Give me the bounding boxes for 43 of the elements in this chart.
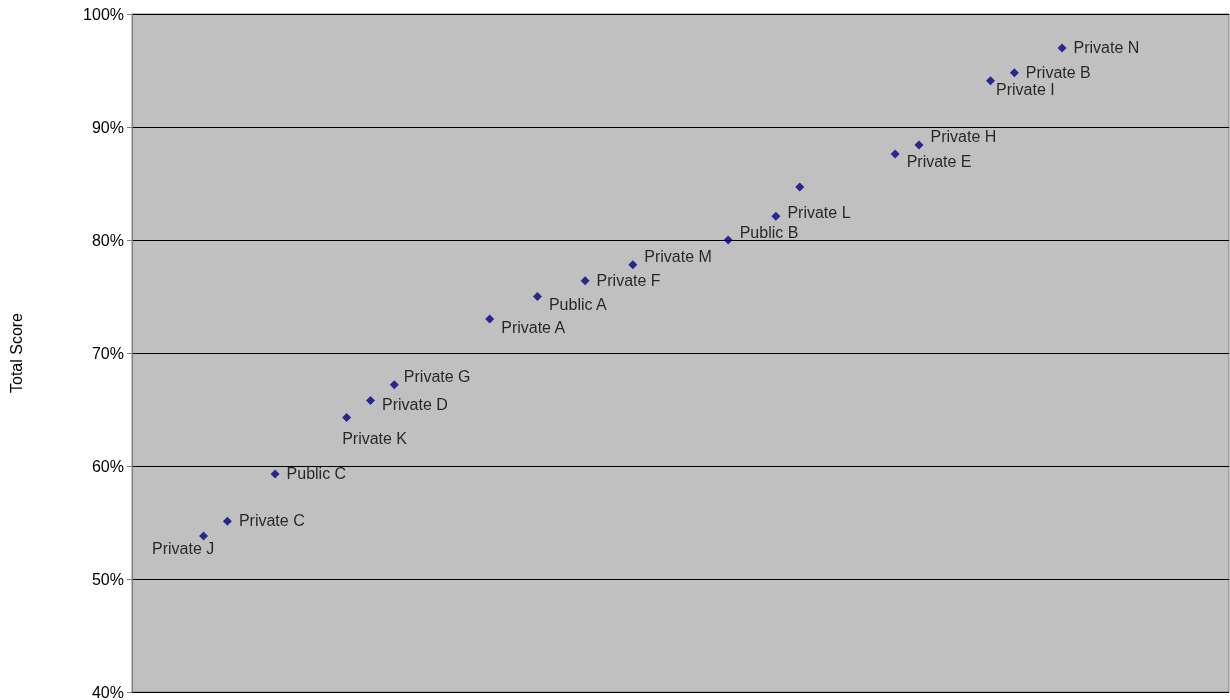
point (1057, 43, 1067, 53)
point (580, 276, 590, 286)
point (199, 531, 209, 541)
point (389, 380, 399, 390)
series-label: Private B (1025, 63, 1091, 81)
y-tick-label: 100% (83, 5, 124, 23)
point (485, 314, 495, 324)
point (342, 412, 352, 422)
point (914, 140, 924, 150)
y-tick-label: 80% (91, 231, 124, 249)
y-tick-label: 70% (91, 344, 124, 362)
y-tick-label: 90% (91, 118, 124, 136)
y-tick-label: 60% (91, 457, 124, 475)
y-tick-label: 50% (91, 570, 124, 588)
point (365, 395, 375, 405)
series-label: Private A (501, 319, 566, 337)
y-axis-title: Total Score (7, 312, 25, 394)
series-label: Public C (286, 464, 347, 482)
series-label: Private K (342, 430, 408, 448)
point (222, 516, 232, 526)
series-label: Private E (906, 153, 972, 171)
series-label: Private N (1073, 38, 1140, 56)
series-label: Private H (930, 128, 997, 146)
point (723, 235, 733, 245)
series-label: Private G (403, 367, 471, 385)
y-tick-label: 40% (91, 683, 124, 700)
point (628, 260, 638, 270)
point (532, 292, 542, 301)
series-label: Private D (381, 396, 448, 414)
series-label: Private M (644, 247, 712, 265)
point (1009, 68, 1019, 78)
series-label: Public A (548, 295, 608, 313)
point (795, 182, 805, 192)
point (986, 76, 996, 86)
point (771, 211, 781, 221)
series-label: Private C (238, 512, 305, 530)
series-label: Public B (739, 224, 799, 241)
series-label: Private L (787, 204, 851, 222)
point (270, 469, 280, 479)
series-label: Private J (152, 540, 215, 558)
series-label: Private F (596, 271, 661, 289)
series-label: Private I (996, 80, 1055, 98)
point (890, 149, 900, 159)
